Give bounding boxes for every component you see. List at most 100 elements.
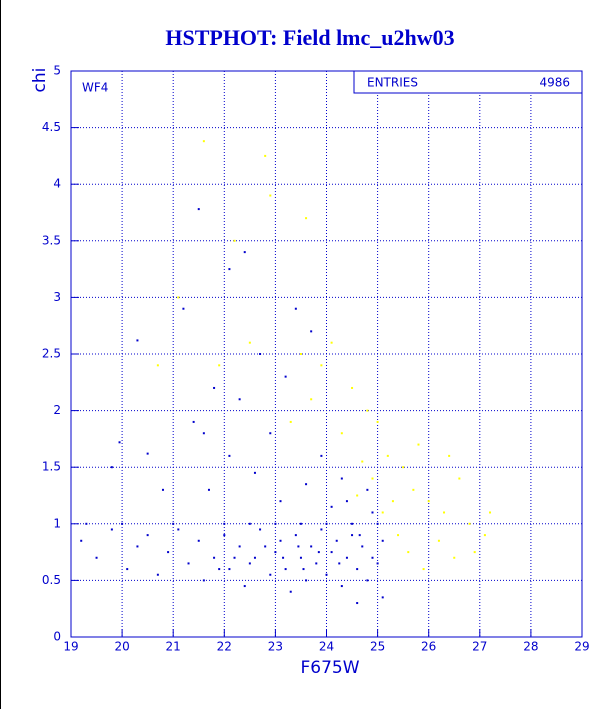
- point: [351, 522, 354, 525]
- point: [310, 398, 313, 401]
- point: [320, 364, 323, 367]
- point: [187, 562, 190, 565]
- point: [274, 522, 277, 525]
- point: [269, 573, 272, 576]
- point: [351, 534, 354, 537]
- point: [80, 539, 83, 542]
- point: [361, 460, 364, 463]
- point: [371, 556, 374, 559]
- point: [437, 539, 440, 542]
- point: [427, 500, 430, 503]
- y-tick-label: 5: [53, 64, 61, 78]
- point: [473, 551, 476, 554]
- point: [483, 534, 486, 537]
- point: [172, 522, 175, 525]
- point: [376, 420, 379, 423]
- point: [228, 454, 231, 457]
- point: [325, 522, 328, 525]
- point: [315, 562, 318, 565]
- point: [274, 551, 277, 554]
- point: [299, 353, 302, 355]
- point: [253, 471, 256, 474]
- point: [489, 511, 492, 514]
- point: [358, 534, 361, 537]
- point: [110, 528, 113, 531]
- point: [297, 545, 300, 548]
- point: [248, 562, 251, 565]
- point: [238, 398, 241, 401]
- point: [305, 579, 308, 582]
- point: [412, 488, 415, 491]
- x-tick-label: 29: [574, 640, 589, 654]
- point: [448, 454, 451, 457]
- point: [248, 522, 251, 525]
- point: [338, 562, 341, 565]
- point: [136, 545, 139, 548]
- point: [126, 568, 129, 571]
- y-axis-label: chi: [30, 68, 50, 93]
- point: [233, 556, 236, 559]
- point: [177, 296, 180, 299]
- point: [197, 208, 200, 211]
- point: [402, 466, 405, 469]
- point: [95, 556, 98, 559]
- point: [305, 483, 308, 486]
- point: [213, 556, 216, 559]
- x-tick-label: 19: [63, 640, 78, 654]
- point: [302, 568, 305, 571]
- point: [376, 522, 379, 525]
- point: [110, 466, 113, 469]
- point: [202, 140, 205, 143]
- point: [330, 341, 333, 344]
- point: [223, 534, 226, 537]
- point: [330, 551, 333, 554]
- point: [289, 420, 292, 423]
- point: [197, 539, 200, 542]
- point: [417, 443, 420, 446]
- point: [310, 545, 313, 548]
- x-tick-label: 21: [166, 640, 181, 654]
- y-tick-label: 4.5: [42, 120, 61, 134]
- y-tick-label: 1.5: [42, 460, 61, 474]
- point: [381, 511, 384, 514]
- point: [340, 432, 343, 435]
- point: [213, 386, 216, 389]
- point: [146, 534, 149, 537]
- x-tick-label: 28: [523, 640, 538, 654]
- point: [161, 488, 164, 491]
- point: [376, 562, 379, 565]
- point: [340, 477, 343, 480]
- point: [248, 341, 251, 344]
- point: [361, 545, 364, 548]
- point: [259, 353, 262, 355]
- point: [253, 556, 256, 559]
- point: [282, 556, 285, 559]
- point: [299, 522, 302, 525]
- point: [453, 556, 456, 559]
- x-tick-label: 20: [114, 640, 129, 654]
- point: [259, 528, 262, 531]
- point: [279, 500, 282, 503]
- point: [218, 364, 221, 367]
- x-tick-label: 27: [472, 640, 487, 654]
- stats-label: ENTRIES: [367, 76, 418, 90]
- y-tick-label: 4: [53, 177, 61, 191]
- point: [371, 511, 374, 514]
- point: [381, 596, 384, 599]
- point: [289, 590, 292, 593]
- point: [345, 500, 348, 503]
- point: [167, 551, 170, 554]
- point: [335, 539, 338, 542]
- point: [228, 568, 231, 571]
- y-tick-label: 1: [53, 516, 61, 530]
- x-tick-label: 24: [319, 640, 334, 654]
- point: [386, 454, 389, 457]
- point: [182, 307, 185, 310]
- point: [284, 568, 287, 571]
- point: [192, 420, 195, 423]
- point: [156, 364, 159, 367]
- x-tick-label: 25: [370, 640, 385, 654]
- point: [422, 568, 425, 571]
- point: [294, 534, 297, 537]
